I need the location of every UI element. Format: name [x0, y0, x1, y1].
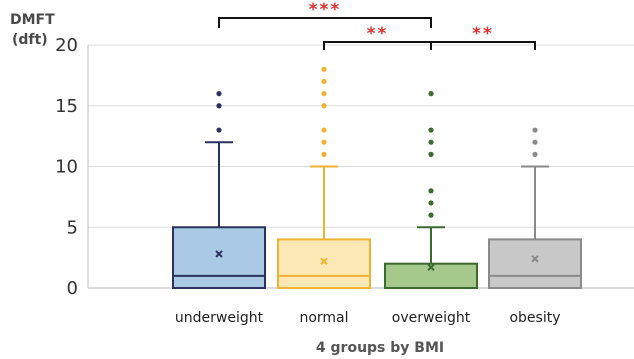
outlier-point — [216, 91, 222, 97]
bracket-line — [218, 17, 432, 28]
mean-marker — [531, 255, 539, 263]
box-iqr — [277, 238, 371, 289]
outlier-point — [428, 188, 434, 194]
significance-bracket: ** — [323, 24, 432, 50]
outlier-point — [428, 212, 434, 218]
outlier-point — [428, 200, 434, 206]
box-iqr — [384, 262, 478, 290]
outlier-point — [321, 66, 327, 72]
outlier-point — [216, 103, 222, 109]
mean-marker — [427, 263, 435, 272]
y-tick-labels: 0 5 10 15 20 — [55, 35, 78, 299]
outlier-point — [532, 127, 538, 133]
box-group-underweight — [172, 91, 266, 289]
outlier-point — [321, 91, 327, 97]
significance-layer: ***** ** — [218, 0, 536, 50]
x-category-labels: underweight normal overweight obesity — [175, 310, 561, 326]
y-tick-label: 10 — [55, 157, 78, 178]
y-tick-label: 0 — [67, 278, 78, 299]
significance-label: ** — [367, 24, 389, 44]
mean-marker — [320, 257, 328, 265]
outlier-point — [321, 103, 327, 109]
outlier-point — [321, 151, 327, 157]
outlier-point — [321, 78, 327, 85]
box-iqr — [172, 226, 266, 289]
mean-marker-stroke — [320, 257, 328, 265]
x-category-label: underweight — [175, 310, 264, 326]
x-category-label: normal — [299, 310, 348, 326]
outlier-point — [428, 139, 434, 145]
x-category-label: obesity — [509, 310, 560, 326]
x-category-label: overweight — [392, 310, 471, 326]
bracket-line — [430, 41, 536, 50]
box-group-overweight — [384, 91, 478, 290]
significance-label: ** — [472, 24, 494, 44]
mean-marker-stroke — [531, 255, 539, 263]
significance-bracket: *** — [218, 0, 432, 28]
y-axis-title-line1: DMFT — [10, 12, 55, 28]
outlier-point — [216, 127, 222, 133]
mean-marker-stroke — [427, 263, 435, 272]
y-tick-label: 5 — [67, 217, 78, 238]
x-axis-title: 4 groups by BMI — [316, 340, 444, 356]
outlier-point — [532, 151, 538, 157]
significance-bracket: ** — [430, 24, 536, 50]
box-group-normal — [277, 66, 371, 289]
outlier-point — [532, 139, 538, 145]
outlier-point — [428, 127, 434, 133]
y-axis-title-line2: (dft) — [12, 32, 48, 48]
y-tick-label: 20 — [55, 35, 78, 56]
outlier-point — [321, 139, 327, 145]
mean-marker-stroke — [215, 250, 223, 258]
significance-label: *** — [309, 0, 342, 20]
outlier-point — [321, 127, 327, 133]
outlier-point — [428, 91, 434, 97]
y-tick-label: 15 — [55, 96, 78, 117]
box-iqr — [488, 238, 582, 289]
boxes-layer — [172, 66, 582, 290]
outlier-point — [428, 151, 434, 157]
mean-marker — [215, 250, 223, 258]
box-group-obesity — [488, 127, 582, 289]
